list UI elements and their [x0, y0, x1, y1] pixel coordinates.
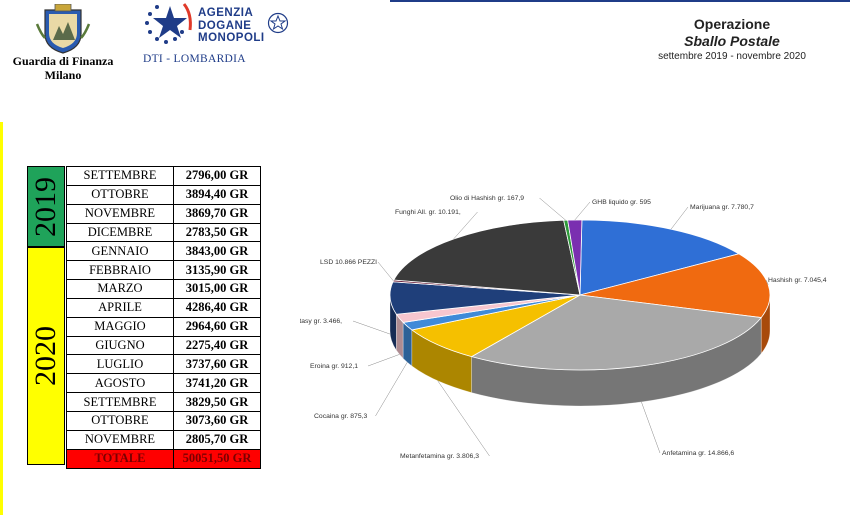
pie-leader-line — [352, 320, 391, 335]
month-cell: NOVEMBRE — [66, 203, 174, 224]
header-rule — [390, 0, 850, 2]
gdf-name: Guardia di Finanza — [12, 54, 114, 68]
pie-leader-line — [453, 211, 478, 240]
table-row: NOVEMBRE 2805,70 GR — [66, 429, 261, 450]
value-cell: 3829,50 GR — [173, 392, 261, 412]
eu-stars-icon — [145, 3, 192, 44]
pie-label: LSD 10.866 PEZZI — [320, 259, 377, 266]
operation-period: settembre 2019 - novembre 2020 — [658, 51, 806, 62]
operation-title: Operazione — [693, 16, 771, 32]
pie-chart: Marijuana gr. 7.780,7 Hashish gr. 7.045,4… — [300, 195, 827, 460]
value-cell: 2964,60 GR — [173, 316, 261, 337]
table-row: GENNAIO 3843,00 GR — [66, 241, 261, 262]
month-cell: DICEMBRE — [66, 222, 174, 243]
value-cell: 2783,50 GR — [173, 222, 261, 243]
monthly-table: SETTEMBRE 2796,00 GR OTTOBRE 3894,40 GR NO… — [66, 166, 261, 469]
pie-label: Ecstasy gr. 3.466, — [300, 318, 342, 325]
pie-slice — [567, 219, 583, 296]
value-cell: 3741,20 GR — [173, 373, 261, 394]
pie-leader-line — [375, 362, 408, 417]
value-cell: 3737,60 GR — [173, 354, 261, 375]
table-row: MARZO 3015,00 GR — [66, 279, 261, 299]
month-cell: FEBBRAIO — [66, 260, 174, 281]
table-row: NOVEMBRE 3869,70 GR — [66, 203, 261, 224]
pie-leader-line — [377, 261, 394, 282]
gdf-logo-block: Guardia di Finanza Milano — [8, 4, 118, 82]
month-cell: NOVEMBRE — [66, 429, 174, 450]
pie-leader-line — [367, 354, 400, 367]
value-cell: 3894,40 GR — [173, 184, 261, 205]
left-accent-bar — [0, 122, 3, 515]
value-cell: 4286,40 GR — [173, 297, 261, 318]
pie-label: Hashish gr. 7.045,4 — [768, 277, 827, 284]
total-value: 50051,50 GR — [173, 448, 261, 469]
pie-label: Olio di Hashish gr. 167,9 — [450, 195, 524, 202]
table-row: DICEMBRE 2783,50 GR — [66, 222, 261, 243]
pie-slice — [393, 219, 581, 296]
adm-line-3: MONOPOLI — [198, 32, 265, 44]
year-2019-band: 2019 — [27, 166, 65, 247]
table-row: SETTEMBRE 3829,50 GR — [66, 392, 261, 412]
month-cell: GENNAIO — [66, 241, 174, 262]
adm-name: AGENZIA DOGANE MONOPOLI — [198, 7, 265, 45]
adm-line-1: AGENZIA — [198, 7, 254, 19]
year-2019-label: 2019 — [29, 176, 62, 237]
month-cell: GIUGNO — [66, 335, 174, 356]
pie-leader-line — [641, 401, 661, 454]
pie-slice — [579, 219, 740, 296]
pie-label: Funghi All. gr. 10.191, — [395, 209, 461, 216]
pie-label: GHB liquido gr. 595 — [592, 199, 651, 206]
adm-logo-block: AGENZIA DOGANE MONOPOLI DTI - LOMBARDIA — [140, 0, 300, 70]
value-cell: 2275,40 GR — [173, 335, 261, 356]
operation-header: Operazione Sballo Postale settembre 2019… — [632, 16, 832, 63]
value-cell: 2805,70 GR — [173, 429, 261, 450]
month-cell: OTTOBRE — [66, 410, 174, 431]
pie-label: Marijuana gr. 7.780,7 — [690, 204, 754, 211]
total-row: TOTALE 50051,50 GR — [66, 448, 261, 469]
month-cell: OTTOBRE — [66, 184, 174, 205]
pie-label: Eroina gr. 912,1 — [310, 363, 358, 370]
pie-leader-line — [765, 279, 769, 285]
adm-dti: DTI - LOMBARDIA — [143, 53, 246, 65]
month-cell: AGOSTO — [66, 373, 174, 394]
gdf-crest-icon — [35, 4, 91, 54]
table-row: MAGGIO 2964,60 GR — [66, 316, 261, 337]
pie-label: Anfetamina gr. 14.866,6 — [662, 450, 734, 457]
value-cell: 3135,90 GR — [173, 260, 261, 281]
value-cell: 3869,70 GR — [173, 203, 261, 224]
pie-leader-line — [574, 201, 591, 221]
table-row: OTTOBRE 3894,40 GR — [66, 184, 261, 205]
table-row: SETTEMBRE 2796,00 GR — [66, 166, 261, 186]
pie-label: Metanfetamina gr. 3.806,3 — [400, 453, 479, 460]
pie-leader-line — [437, 380, 490, 457]
table-row: FEBBRAIO 3135,90 GR — [66, 260, 261, 281]
adm-line-2: DOGANE — [198, 19, 252, 32]
emblem-icon — [267, 12, 289, 34]
pie-slice — [470, 294, 762, 371]
operation-subtitle: Sballo Postale — [684, 33, 780, 49]
value-cell: 2796,00 GR — [173, 166, 261, 186]
month-cell: SETTEMBRE — [66, 392, 174, 412]
table-row: AGOSTO 3741,20 GR — [66, 373, 261, 394]
value-cell: 3015,00 GR — [173, 279, 261, 299]
value-cell: 3073,60 GR — [173, 410, 261, 431]
month-cell: MARZO — [66, 279, 174, 299]
table-row: GIUGNO 2275,40 GR — [66, 335, 261, 356]
value-cell: 3843,00 GR — [173, 241, 261, 262]
month-cell: SETTEMBRE — [66, 166, 174, 186]
month-cell: MAGGIO — [66, 316, 174, 337]
gdf-city: Milano — [44, 68, 82, 82]
table-row: APRILE 4286,40 GR — [66, 297, 261, 318]
month-cell: LUGLIO — [66, 354, 174, 375]
total-label: TOTALE — [66, 448, 174, 469]
table-row: OTTOBRE 3073,60 GR — [66, 410, 261, 431]
pie-leader-line — [539, 197, 566, 221]
year-2020-band: 2020 — [27, 247, 65, 465]
month-cell: APRILE — [66, 297, 174, 318]
year-2020-label: 2020 — [29, 326, 62, 386]
pie-leader-line — [670, 206, 689, 230]
table-row: LUGLIO 3737,60 GR — [66, 354, 261, 375]
pie-label: Cocaina gr. 875,3 — [314, 413, 367, 420]
